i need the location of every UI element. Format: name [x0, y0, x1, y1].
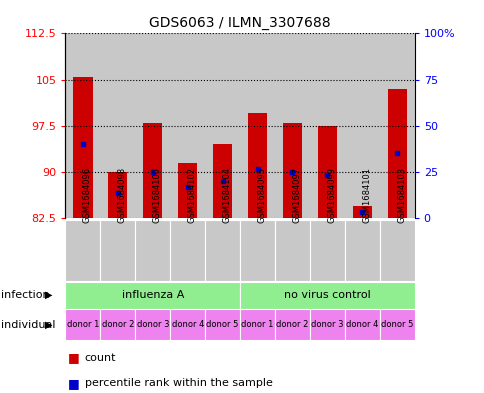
Text: no virus control: no virus control: [284, 290, 370, 300]
Bar: [379, 33, 414, 218]
Bar: [387, 89, 406, 218]
Bar: [274, 220, 309, 281]
Text: GSM1684095: GSM1684095: [257, 167, 266, 223]
Bar: [379, 220, 414, 281]
Text: ■: ■: [68, 351, 79, 364]
Bar: [100, 33, 135, 218]
Text: GSM1684096: GSM1684096: [83, 167, 92, 223]
Text: donor 2: donor 2: [102, 320, 134, 329]
Text: infection: infection: [1, 290, 49, 300]
Text: GSM1684100: GSM1684100: [152, 167, 162, 223]
Text: donor 3: donor 3: [136, 320, 169, 329]
Bar: [170, 220, 205, 281]
Text: individual: individual: [1, 320, 55, 330]
Bar: [212, 144, 232, 218]
Bar: [135, 309, 170, 340]
Text: GSM1684097: GSM1684097: [292, 167, 301, 223]
Text: ▶: ▶: [45, 320, 52, 330]
Bar: [309, 33, 344, 218]
Title: GDS6063 / ILMN_3307688: GDS6063 / ILMN_3307688: [149, 16, 330, 29]
Bar: [65, 282, 240, 309]
Bar: [100, 309, 135, 340]
Bar: [247, 114, 267, 218]
Bar: [65, 309, 100, 340]
Text: donor 5: donor 5: [206, 320, 238, 329]
Text: GSM1684103: GSM1684103: [396, 167, 406, 223]
Text: donor 3: donor 3: [310, 320, 343, 329]
Bar: [135, 220, 170, 281]
Text: GSM1684104: GSM1684104: [222, 167, 231, 223]
Text: ▶: ▶: [45, 290, 52, 300]
Bar: [274, 309, 309, 340]
Bar: [205, 33, 240, 218]
Text: percentile rank within the sample: percentile rank within the sample: [85, 378, 272, 388]
Bar: [205, 220, 240, 281]
Bar: [344, 220, 379, 281]
Text: GSM1684101: GSM1684101: [362, 167, 371, 223]
Bar: [100, 220, 135, 281]
Bar: [240, 220, 274, 281]
Text: influenza A: influenza A: [121, 290, 183, 300]
Text: donor 5: donor 5: [380, 320, 412, 329]
Bar: [240, 309, 274, 340]
Text: GSM1684102: GSM1684102: [187, 167, 197, 223]
Text: donor 4: donor 4: [171, 320, 203, 329]
Text: donor 1: donor 1: [67, 320, 99, 329]
Bar: [73, 77, 92, 218]
Bar: [317, 126, 336, 218]
Bar: [344, 309, 379, 340]
Bar: [240, 282, 414, 309]
Text: ■: ■: [68, 376, 79, 390]
Text: donor 1: donor 1: [241, 320, 273, 329]
Bar: [178, 163, 197, 218]
Text: GSM1684098: GSM1684098: [118, 167, 127, 223]
Bar: [309, 309, 344, 340]
Bar: [309, 220, 344, 281]
Bar: [65, 220, 100, 281]
Bar: [240, 33, 274, 218]
Bar: [352, 206, 371, 218]
Text: donor 4: donor 4: [346, 320, 378, 329]
Bar: [170, 33, 205, 218]
Bar: [65, 33, 100, 218]
Bar: [143, 123, 162, 218]
Text: donor 2: donor 2: [276, 320, 308, 329]
Text: GSM1684099: GSM1684099: [327, 167, 336, 223]
Bar: [344, 33, 379, 218]
Bar: [274, 33, 309, 218]
Bar: [135, 33, 170, 218]
Bar: [379, 309, 414, 340]
Text: count: count: [85, 353, 116, 363]
Bar: [205, 309, 240, 340]
Bar: [282, 123, 302, 218]
Bar: [170, 309, 205, 340]
Bar: [108, 172, 127, 218]
